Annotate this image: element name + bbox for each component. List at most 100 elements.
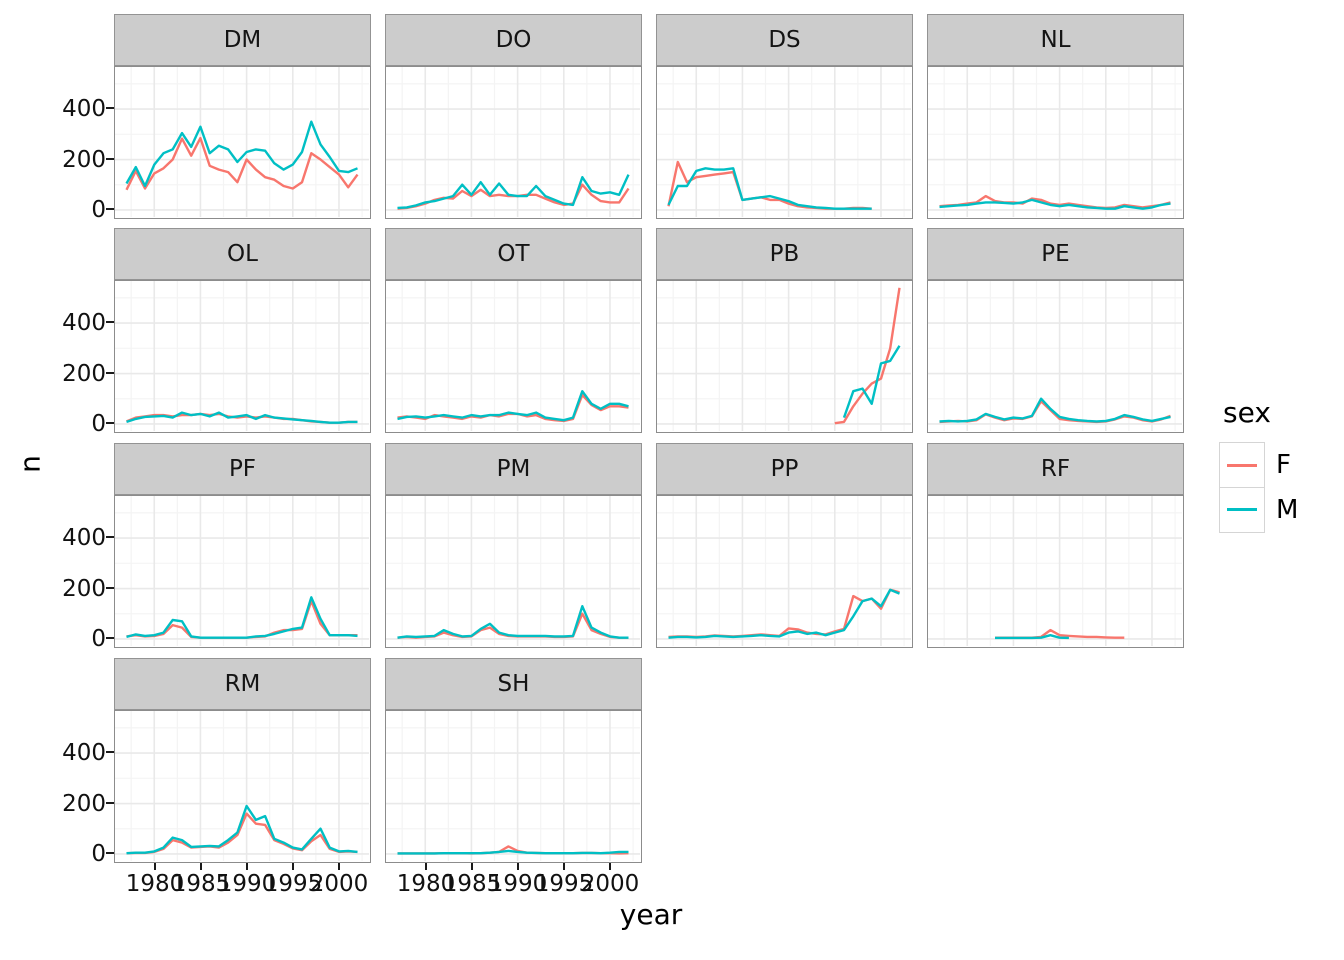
line-rf-m [995,634,1069,640]
facet-label-ol: OL [227,241,258,267]
facet-panel-pb [656,280,913,433]
x-tick-label: 1980 [396,871,456,897]
facet-panel-rm [114,710,371,863]
facet-label-pp: PP [770,456,799,482]
y-tick-label: 0 [91,411,106,437]
facet-strip-pm: PM [385,443,642,495]
x-tick-label: 1980 [125,871,185,897]
x-tick-label: 1990 [217,871,277,897]
y-axis-title: n [13,455,47,473]
facet-strip-pb: PB [656,228,913,280]
facet-label-dm: DM [223,27,262,53]
facet-strip-nl: NL [927,14,1184,66]
x-axis-tick [425,863,427,870]
y-tick-label: 0 [91,626,106,652]
facet-panel-ot [385,280,642,433]
y-tick-label: 200 [62,361,106,387]
y-tick-label: 400 [62,525,106,551]
y-tick-label: 400 [62,310,106,336]
y-axis-tick [106,751,114,753]
facet-panel-rf [927,495,1184,648]
x-tick-label: 1995 [534,871,594,897]
facet-panel-sh [385,710,642,863]
line-dm-f [125,136,359,191]
y-axis-tick [106,158,114,160]
line-pb-f [834,287,901,425]
line-dm-m [125,120,358,188]
x-axis-tick [563,863,565,870]
line-pf-m [126,596,358,639]
line-nl-f [939,194,1171,210]
facet-label-sh: SH [497,671,530,697]
legend-label-m: M [1276,495,1299,526]
legend-key-line-m [1227,508,1257,511]
facet-panel-pm [385,495,642,648]
line-do-f [397,183,630,210]
x-axis-tick [246,863,248,870]
legend-entry-f: F [1219,442,1298,488]
y-axis-tick [106,422,114,424]
facet-panel-dm [114,66,371,219]
facet-panel-ol [114,280,371,433]
y-tick-label: 200 [62,576,106,602]
y-tick-label: 400 [62,96,106,122]
y-axis-tick [106,208,114,210]
line-pm-f [397,612,629,639]
facet-label-ot: OT [497,241,530,267]
y-axis-tick [106,587,114,589]
line-sh-m [397,849,629,855]
facet-label-do: DO [495,27,532,53]
facet-strip-ds: DS [656,14,913,66]
line-do-m [397,174,630,210]
y-axis-tick [106,321,114,323]
x-tick-label: 1995 [263,871,323,897]
facet-label-pf: PF [228,456,257,482]
x-axis-title: year [619,898,683,931]
facet-strip-ot: OT [385,228,642,280]
facet-label-pm: PM [496,456,531,482]
facet-panel-pp [656,495,913,648]
line-pm-m [397,605,629,639]
y-tick-label: 0 [91,841,106,867]
facet-strip-pe: PE [927,228,1184,280]
x-tick-label: 2000 [309,871,369,897]
line-pp-m [668,588,900,639]
line-ds-m [667,167,872,210]
legend-label-f: F [1276,450,1291,480]
x-axis-tick [154,863,156,870]
y-axis-tick [106,637,114,639]
facet-strip-pp: PP [656,443,913,495]
facet-panel-ds [656,66,913,219]
facet-panel-nl [927,66,1184,219]
y-axis-tick [106,372,114,374]
x-tick-label: 2000 [580,871,640,897]
legend-key-m [1219,486,1265,533]
line-rm-m [126,804,358,855]
x-axis-tick [338,863,340,870]
facet-label-rm: RM [224,671,261,697]
facet-strip-rf: RF [927,443,1184,495]
line-pe-m [939,397,1171,423]
x-axis-tick [517,863,519,870]
legend-title: sex [1223,396,1271,429]
facet-label-rf: RF [1040,456,1071,482]
y-tick-label: 0 [91,197,106,223]
x-axis-tick [292,863,294,870]
facet-strip-pf: PF [114,443,371,495]
line-ol-m [126,411,358,424]
line-nl-m [939,198,1171,210]
y-axis-tick [106,536,114,538]
facet-label-nl: NL [1040,27,1071,53]
x-tick-label: 1990 [488,871,548,897]
facet-strip-rm: RM [114,658,371,710]
line-ot-m [397,390,629,422]
x-axis-tick [471,863,473,870]
facet-strip-ol: OL [114,228,371,280]
y-axis-tick [106,852,114,854]
y-tick-label: 200 [62,791,106,817]
x-tick-label: 1985 [171,871,231,897]
y-tick-label: 200 [62,147,106,173]
